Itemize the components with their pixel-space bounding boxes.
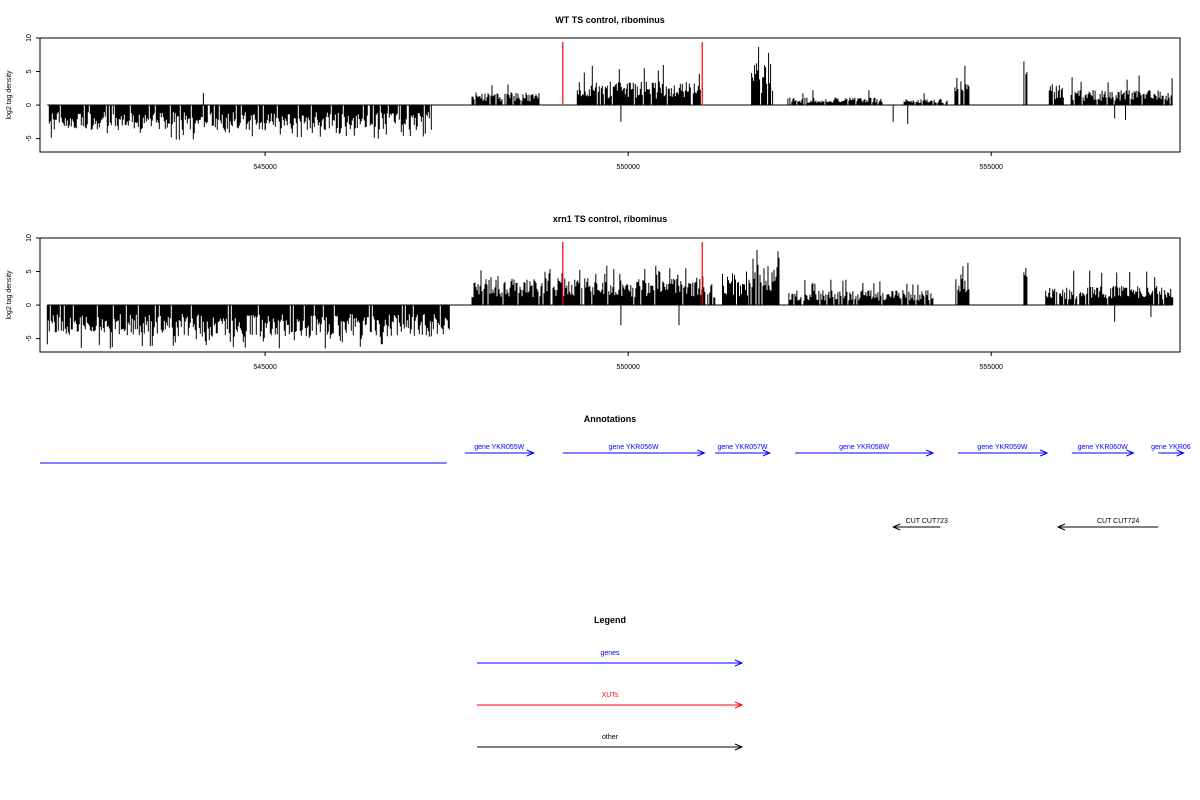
- svg-text:gene YKR055W: gene YKR055W: [474, 444, 524, 451]
- arrow-head-icon: [526, 449, 536, 457]
- coverage-bars: [1048, 84, 1064, 106]
- cut-annotations: CUT CUT723 CUT CUT724: [891, 518, 1159, 531]
- panel-wt-y-tick-label: 5: [26, 69, 33, 73]
- legend: Legend genes XUTs other: [477, 615, 744, 751]
- arrow-head-icon: [925, 449, 935, 457]
- arrow-head-icon: [734, 743, 744, 751]
- arrow-head-icon: [1176, 449, 1185, 457]
- panel-wt-x-tick-label: 550000: [616, 164, 639, 171]
- arrow-head-icon: [1039, 449, 1049, 457]
- gene-feature: gene YKR055W: [464, 444, 536, 457]
- panel-wt-y-tick-label: -5: [26, 135, 33, 141]
- arrow-head-icon: [734, 701, 744, 709]
- arrow-head-icon: [734, 659, 744, 667]
- coverage-bars: [788, 279, 934, 306]
- panel-xrn1-bars: [46, 250, 1174, 349]
- gene-feature: gene YKR058W: [795, 444, 935, 457]
- panel-wt-y-tick-label: 0: [26, 103, 33, 107]
- arrow-head-icon: [891, 523, 901, 531]
- coverage-bars: [1070, 75, 1173, 106]
- panel-wt-y-tick-label: 10: [26, 34, 33, 42]
- arrow-head-icon: [1126, 449, 1135, 457]
- legend-entry-xuts: XUTs: [477, 692, 744, 709]
- panel-wt-y-axis: -5 0 5 10: [26, 34, 41, 142]
- svg-text:CUT CUT724: CUT CUT724: [1097, 518, 1139, 525]
- svg-text:CUT CUT723: CUT CUT723: [906, 518, 948, 525]
- coverage-bars: [46, 305, 450, 349]
- panel-xrn1-xut-markers: [562, 242, 703, 306]
- coverage-bars: [722, 271, 748, 306]
- svg-text:gene YKR057W: gene YKR057W: [717, 444, 767, 451]
- coverage-bars: [700, 276, 716, 306]
- coverage-bars: [576, 64, 701, 106]
- gene-feature: gene YKR06: [1151, 444, 1191, 457]
- coverage-bars: [1023, 61, 1028, 106]
- cut-feature: CUT CUT723: [891, 518, 948, 531]
- panel-wt: WT TS control, ribominus -5 0 5 10 log2 …: [6, 15, 1181, 171]
- svg-text:other: other: [602, 734, 619, 741]
- gene-feature: gene YKR059W: [957, 444, 1049, 457]
- panel-xrn1-x-tick-label: 555000: [980, 364, 1003, 371]
- panel-xrn1-y-axis-label: log2 tag density: [6, 270, 13, 320]
- panel-wt-xut-markers: [562, 42, 703, 106]
- legend-entry-genes: genes: [477, 650, 744, 667]
- coverage-bars: [48, 105, 432, 140]
- panel-xrn1-y-tick-label: 0: [26, 303, 33, 307]
- panel-wt-title: WT TS control, ribominus: [555, 15, 665, 25]
- gene-annotations: gene YKR055W gene YKR056W gene YKR057W g…: [40, 444, 1191, 464]
- arrow-head-icon: [762, 449, 772, 457]
- coverage-bars: [1023, 267, 1028, 306]
- coverage-bars: [471, 269, 563, 306]
- svg-text:gene YKR06: gene YKR06: [1151, 444, 1191, 451]
- gene-feature: gene YKR057W: [715, 444, 772, 457]
- panel-wt-x-axis: 545000 550000 555000: [253, 152, 1003, 171]
- panel-xrn1-x-axis: 545000 550000 555000: [253, 352, 1003, 371]
- arrow-head-icon: [697, 449, 706, 457]
- coverage-bars: [955, 262, 970, 306]
- svg-text:gene YKR056W: gene YKR056W: [609, 444, 659, 451]
- panel-xrn1-title: xrn1 TS control, ribominus: [553, 214, 668, 224]
- arrow-head-icon: [1056, 523, 1066, 531]
- panel-xrn1: xrn1 TS control, ribominus -5 0 5 10 log…: [6, 214, 1181, 371]
- coverage-bars: [751, 47, 774, 106]
- panel-wt-x-tick-label: 545000: [253, 164, 276, 171]
- coverage-bars: [471, 84, 540, 106]
- panel-xrn1-y-axis: -5 0 5 10: [26, 234, 41, 342]
- panel-xrn1-y-tick-label: 5: [26, 269, 33, 273]
- svg-text:gene YKR059W: gene YKR059W: [977, 444, 1027, 451]
- svg-text:XUTs: XUTs: [602, 692, 619, 699]
- annotations-track: Annotations gene YKR055W gene YKR056W ge…: [40, 414, 1191, 531]
- panel-xrn1-y-tick-label: -5: [26, 335, 33, 341]
- panel-wt-y-axis-label: log2 tag density: [6, 70, 13, 120]
- svg-text:genes: genes: [600, 650, 620, 657]
- legend-entry-other: other: [477, 734, 744, 751]
- gene-feature: gene YKR060W: [1071, 444, 1135, 457]
- coverage-bars: [903, 93, 948, 106]
- coverage-bars: [748, 250, 780, 306]
- panel-xrn1-y-tick-label: 10: [26, 234, 33, 242]
- legend-title: Legend: [594, 615, 626, 625]
- panel-xrn1-x-tick-label: 545000: [253, 364, 276, 371]
- coverage-bars: [1045, 270, 1174, 306]
- panel-wt-x-tick-label: 555000: [980, 164, 1003, 171]
- svg-text:gene YKR058W: gene YKR058W: [839, 444, 889, 451]
- cut-feature: CUT CUT724: [1056, 518, 1159, 531]
- svg-text:gene YKR060W: gene YKR060W: [1078, 444, 1128, 451]
- coverage-bars: [787, 90, 883, 106]
- panel-xrn1-x-tick-label: 550000: [616, 364, 639, 371]
- coverage-bars: [563, 265, 701, 306]
- gene-feature: gene YKR056W: [562, 444, 706, 457]
- coverage-bars: [954, 65, 970, 106]
- panel-wt-bars: [48, 47, 1173, 140]
- annotations-title: Annotations: [584, 414, 637, 424]
